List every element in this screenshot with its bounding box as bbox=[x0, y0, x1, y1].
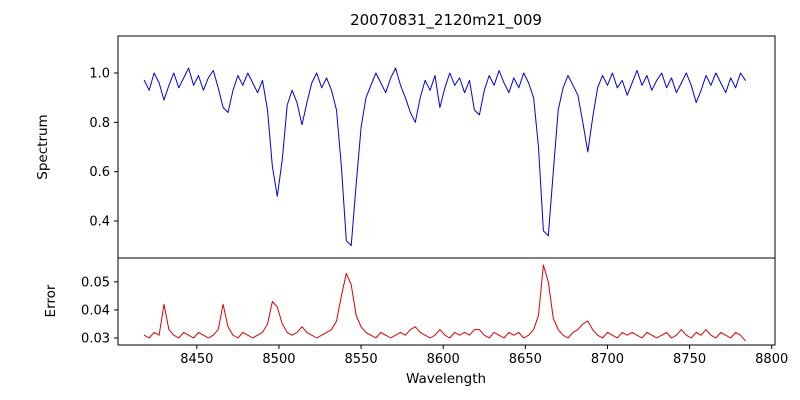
x-tick-label: 8800 bbox=[755, 352, 788, 367]
spectrum-axes-border bbox=[117, 35, 776, 259]
y-tick-label: 0.8 bbox=[89, 116, 110, 131]
spectrum-line bbox=[143, 67, 746, 247]
y-tick-label: 0.6 bbox=[89, 165, 110, 180]
y-tick-label: 0.03 bbox=[81, 331, 110, 346]
x-tick-label: 8750 bbox=[673, 352, 706, 367]
x-axis-label: Wavelength bbox=[406, 371, 486, 387]
y-tick-label: 0.04 bbox=[81, 303, 110, 318]
error-axes-border bbox=[117, 257, 776, 346]
x-tick-label: 8550 bbox=[345, 352, 378, 367]
error-line bbox=[143, 264, 746, 342]
y-axis-label-spectrum: Spectrum bbox=[35, 114, 51, 179]
error-panel: 0.03 0.04 0.05 8450 8500 8550 8600 8650 8700 8750… bbox=[81, 257, 788, 367]
y-tick-label: 0.4 bbox=[89, 215, 110, 230]
x-tick-label: 8650 bbox=[509, 352, 542, 367]
y-axis-label-error: Error bbox=[43, 284, 59, 317]
spectrum-panel: 0.4 0.6 0.8 1.0 bbox=[89, 35, 776, 259]
x-tick-label: 8500 bbox=[262, 352, 295, 367]
x-tick-label: 8450 bbox=[180, 352, 213, 367]
y-tick-label: 0.05 bbox=[81, 275, 110, 290]
panels-group: 0.4 0.6 0.8 1.0 0.03 0.04 0.05 8450 8500 8550 8600… bbox=[81, 35, 788, 367]
x-tick-label: 8600 bbox=[427, 352, 460, 367]
chart-title: 20070831_2120m21_009 bbox=[350, 11, 542, 30]
y-tick-label: 1.0 bbox=[89, 67, 110, 82]
x-tick-label: 8700 bbox=[591, 352, 624, 367]
